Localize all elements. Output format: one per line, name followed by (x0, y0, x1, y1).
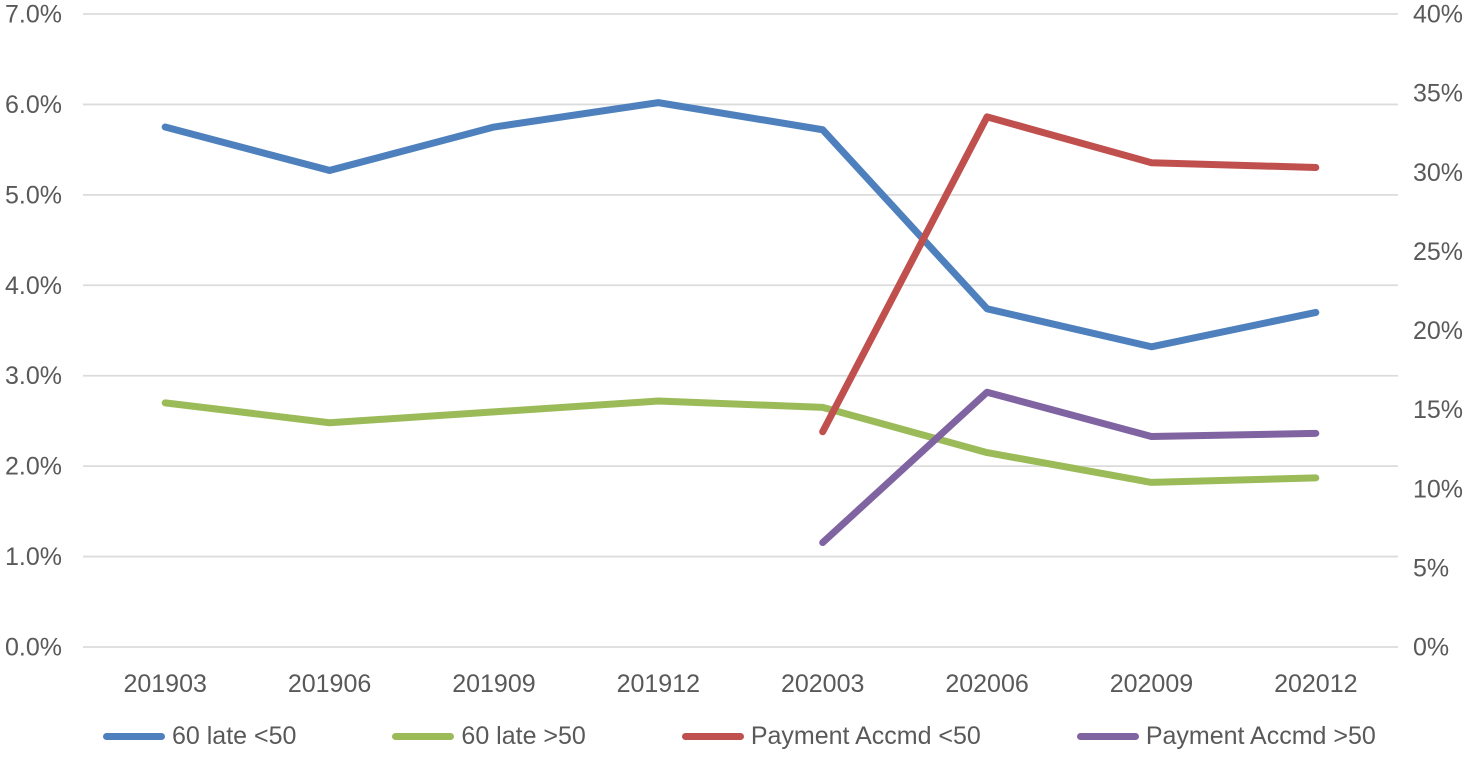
x-axis-category-label: 201906 (288, 670, 371, 698)
right-axis-tick-label: 5% (1413, 554, 1449, 582)
left-axis-tick-label: 1.0% (5, 543, 62, 571)
right-axis-tick-label: 35% (1413, 80, 1463, 108)
x-axis-category-label: 202006 (945, 670, 1028, 698)
plot-area: 0.0% 1.0% 2.0% 3.0% 4.0% 5.0% 6.0% 7.0% 0% 5% 10% 1… (5, 1, 1463, 699)
right-axis-tick-label: 10% (1413, 475, 1463, 503)
legend-swatch-60-late-gt50 (392, 732, 455, 740)
legend-label-payment-accmd-gt50: Payment Accmd >50 (1145, 721, 1376, 750)
series-line-payment-accmd-50 (819, 113, 1320, 436)
x-axis-category-label: 202012 (1274, 670, 1357, 698)
series-line-60-late-50 (161, 397, 1320, 486)
left-axis-tick-label: 2.0% (5, 453, 62, 481)
x-axis-category-label: 201909 (452, 670, 535, 698)
left-axis-tick-label: 4.0% (5, 272, 62, 300)
legend-swatch-payment-accmd-lt50 (681, 732, 744, 740)
series-line-payment-accmd-50 (819, 388, 1320, 547)
right-axis-tick-label: 40% (1413, 1, 1463, 29)
legend-item-60-late-gt50: 60 late >50 (392, 721, 586, 751)
chart-legend: 60 late <50 60 late >50 Payment Accmd <5… (103, 718, 1376, 754)
x-axis-category-label: 201912 (617, 670, 700, 698)
right-axis-tick-label: 0% (1413, 634, 1449, 662)
right-axis-tick-label: 20% (1413, 317, 1463, 345)
legend-label-60-late-lt50: 60 late <50 (172, 721, 297, 750)
x-axis-category-label: 201903 (123, 670, 206, 698)
legend-swatch-payment-accmd-gt50 (1076, 732, 1139, 740)
x-axis-category-label: 202003 (781, 670, 864, 698)
legend-item-payment-accmd-lt50: Payment Accmd <50 (681, 721, 981, 751)
legend-item-60-late-lt50: 60 late <50 (103, 722, 296, 751)
left-axis-tick-label: 6.0% (5, 91, 62, 119)
legend-item-payment-accmd-gt50: Payment Accmd >50 (1076, 721, 1376, 751)
left-axis-tick-label: 0.0% (5, 634, 62, 662)
right-axis-tick-label: 15% (1413, 396, 1463, 424)
left-axis-tick-label: 3.0% (5, 362, 62, 390)
left-axis-tick-label: 7.0% (5, 1, 62, 29)
x-axis-category-label: 202009 (1110, 670, 1193, 698)
legend-swatch-60-late-lt50 (103, 732, 165, 740)
legend-label-60-late-gt50: 60 late >50 (461, 721, 586, 750)
legend-label-payment-accmd-lt50: Payment Accmd <50 (750, 721, 981, 750)
right-axis-tick-label: 25% (1413, 238, 1463, 266)
series-line-60-late-50 (161, 99, 1320, 351)
left-axis-tick-label: 5.0% (5, 181, 62, 209)
right-axis-tick-label: 30% (1413, 159, 1463, 187)
